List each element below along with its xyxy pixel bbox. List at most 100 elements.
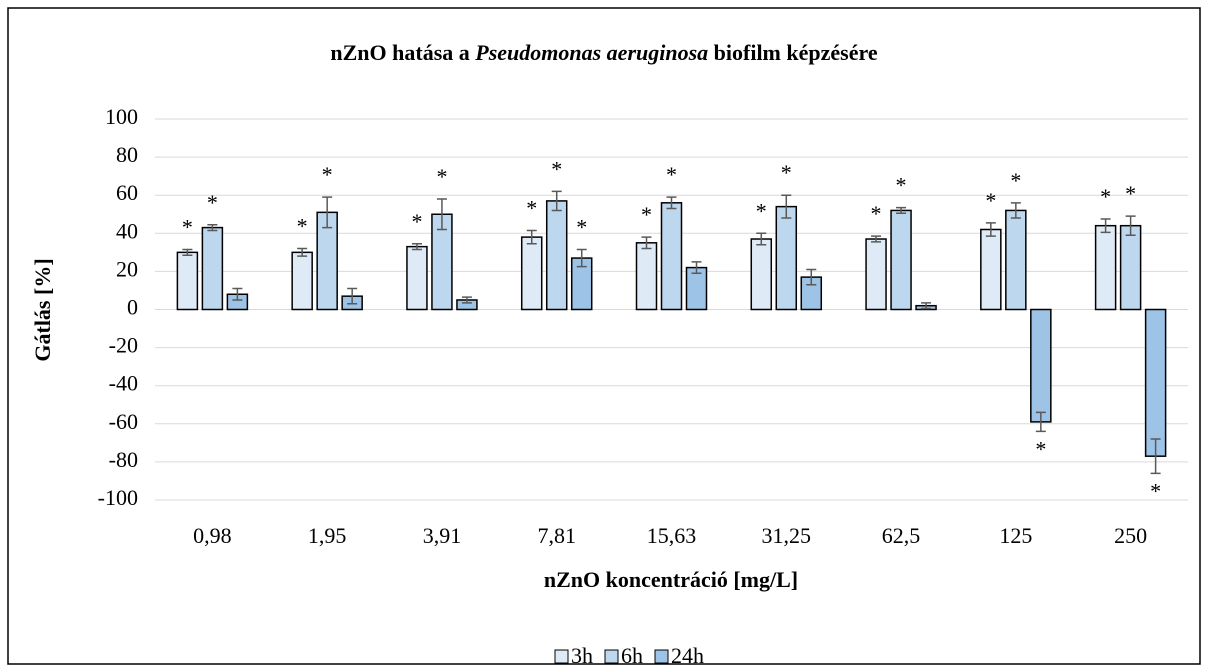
significance-mark: * (411, 209, 422, 234)
y-tick-label: 20 (116, 256, 138, 281)
bar (1144, 308, 1167, 457)
error-bar (322, 196, 333, 229)
error-bar (806, 268, 817, 286)
significance-mark: * (641, 202, 652, 227)
error-bar (1150, 438, 1161, 475)
bar (520, 236, 543, 311)
bar (660, 202, 683, 311)
error-bar (182, 248, 193, 256)
error-bar (576, 248, 587, 268)
significance-mark: * (1125, 181, 1136, 206)
y-axis-title: Gátlás [%] (30, 258, 55, 361)
bar (1094, 224, 1117, 311)
title-part: nZnO hatása a (330, 40, 475, 65)
significance-mark: * (896, 173, 907, 198)
bar (1005, 209, 1027, 311)
error-bar (871, 235, 882, 243)
bar (1030, 308, 1052, 423)
error-bar (691, 261, 702, 275)
y-tick-label: 0 (127, 295, 138, 320)
error-bar (1010, 202, 1021, 219)
legend-label: 24h (671, 643, 704, 668)
error-bar (756, 232, 767, 246)
x-tick-label: 62,5 (882, 523, 921, 548)
significance-mark: * (322, 162, 333, 187)
error-bar (781, 194, 792, 219)
y-tick-label: -60 (109, 409, 138, 434)
significance-mark: * (1010, 168, 1021, 193)
x-tick-label: 15,63 (647, 523, 697, 548)
title-part: biofilm képzésére (708, 40, 878, 65)
y-tick-label: 40 (116, 218, 138, 243)
significance-mark: * (1035, 436, 1046, 461)
significance-mark: * (297, 214, 308, 239)
x-tick-label: 0,98 (193, 523, 232, 548)
bar (635, 242, 658, 311)
bar (1119, 224, 1142, 311)
error-bar (461, 296, 472, 304)
error-bar (985, 222, 996, 237)
significance-mark: * (576, 215, 587, 240)
bar (545, 200, 568, 311)
bar (406, 245, 428, 311)
bar (980, 228, 1002, 311)
error-bar (551, 190, 562, 212)
significance-mark: * (871, 201, 882, 226)
bar (291, 251, 313, 311)
x-tick-label: 125 (999, 523, 1032, 548)
significance-mark: * (1150, 478, 1161, 503)
y-tick-label: -20 (109, 333, 138, 358)
significance-mark: * (666, 162, 677, 187)
legend-label: 6h (621, 643, 643, 668)
significance-mark: * (207, 190, 218, 215)
y-tick-label: -80 (109, 447, 138, 472)
error-bar (232, 287, 243, 301)
error-bar (921, 302, 932, 310)
error-bar (436, 198, 447, 231)
title-part: Pseudomonas aeruginosa (474, 40, 708, 65)
y-tick-label: -100 (98, 485, 138, 510)
bar (201, 226, 224, 311)
x-tick-label: 250 (1114, 523, 1147, 548)
y-tick-label: 60 (116, 180, 138, 205)
bar (775, 205, 798, 311)
significance-mark: * (1100, 184, 1111, 209)
error-bar (526, 229, 537, 245)
error-bar (1125, 215, 1136, 236)
y-tick-label: 80 (116, 142, 138, 167)
error-bar (207, 223, 218, 232)
legend-label: 3h (571, 643, 593, 668)
chart-title: nZnO hatása a Pseudomonas aeruginosa bio… (330, 40, 877, 65)
y-tick-label: 100 (105, 104, 138, 129)
error-bar (347, 287, 358, 305)
x-axis-title: nZnO koncentráció [mg/L] (544, 567, 798, 592)
legend-swatch (654, 649, 669, 664)
significance-mark: * (526, 195, 537, 220)
significance-mark: * (436, 164, 447, 189)
chart-border (7, 7, 1201, 665)
bar (890, 209, 912, 311)
y-tick-label: -40 (109, 371, 138, 396)
x-tick-label: 7,81 (537, 523, 576, 548)
legend-swatch (554, 649, 569, 664)
significance-mark: * (551, 156, 562, 181)
error-bar (896, 206, 907, 215)
legend-swatch (604, 649, 619, 664)
bar (176, 251, 199, 311)
significance-mark: * (756, 198, 767, 223)
error-bar (1100, 218, 1111, 234)
significance-mark: * (985, 188, 996, 213)
error-bar (297, 247, 308, 257)
x-tick-label: 1,95 (308, 523, 347, 548)
error-bar (1035, 411, 1046, 433)
error-bar (411, 243, 422, 251)
x-tick-label: 3,91 (423, 523, 462, 548)
significance-mark: * (182, 215, 193, 240)
x-tick-label: 31,25 (762, 523, 812, 548)
error-bar (666, 196, 677, 210)
significance-mark: * (781, 160, 792, 185)
bar (750, 238, 773, 311)
error-bar (641, 236, 652, 250)
bar (865, 238, 887, 311)
